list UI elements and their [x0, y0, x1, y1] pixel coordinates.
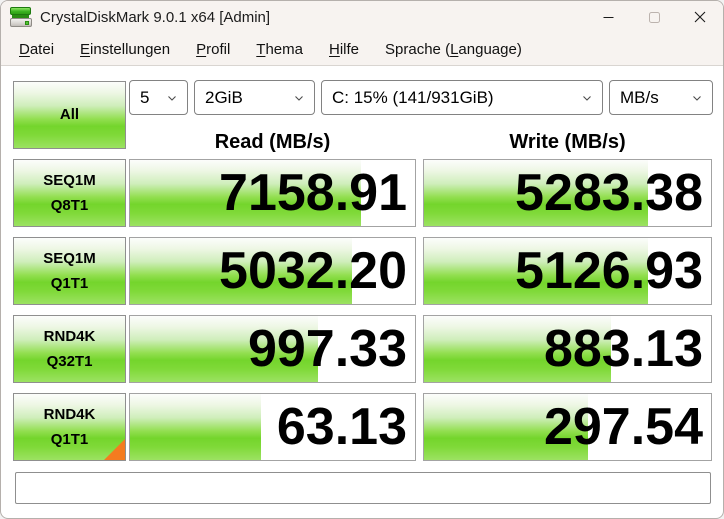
- unit-select[interactable]: MB/s: [609, 80, 713, 115]
- read-value: 5032.20: [219, 242, 407, 300]
- maximize-icon: [648, 11, 660, 23]
- maximize-button[interactable]: [631, 1, 677, 33]
- unit-value: MB/s: [620, 87, 659, 107]
- test-count-value: 5: [140, 87, 150, 107]
- rnd4k-q1t1-write-field: 297.54: [423, 393, 712, 461]
- minimize-icon: [603, 16, 613, 18]
- read-column-header: Read (MB/s): [214, 130, 331, 153]
- write-value: 883.13: [543, 320, 703, 378]
- close-icon: [694, 11, 706, 23]
- read-bar: [130, 316, 319, 382]
- write-column-header: Write (MB/s): [509, 130, 626, 153]
- read-value: 997.33: [247, 320, 407, 378]
- write-bar: [424, 394, 588, 460]
- read-bar: [130, 160, 361, 226]
- chevron-down-icon: [693, 95, 701, 101]
- seq1m-q8t1-read-field: 7158.91: [129, 159, 416, 227]
- rnd4k-q32t1-button[interactable]: RND4K Q32T1: [13, 315, 126, 383]
- rnd4k-q1t1-read-field: 63.13: [129, 393, 416, 461]
- write-value: 5126.93: [515, 242, 703, 300]
- comment-input[interactable]: [15, 472, 711, 504]
- write-value: 297.54: [543, 398, 703, 456]
- read-bar: [130, 394, 262, 460]
- drive-value: C: 15% (141/931GiB): [332, 87, 494, 107]
- caption-buttons: [585, 1, 723, 33]
- test-size-select[interactable]: 2GiB: [194, 80, 315, 115]
- rnd4k-q1t1-button[interactable]: RND4K Q1T1: [13, 393, 126, 461]
- all-button-label: All: [59, 106, 80, 124]
- minimize-button[interactable]: [585, 1, 631, 33]
- title-bar: CrystalDiskMark 9.0.1 x64 [Admin]: [1, 1, 723, 33]
- read-value: 7158.91: [219, 164, 407, 222]
- chevron-down-icon: [583, 95, 591, 101]
- window-title: CrystalDiskMark 9.0.1 x64 [Admin]: [40, 8, 271, 26]
- rnd4k-q32t1-read-field: 997.33: [129, 315, 416, 383]
- test-count-select[interactable]: 5: [129, 80, 188, 115]
- seq1m-q1t1-write-field: 5126.93: [423, 237, 712, 305]
- seq1m-q8t1-write-field: 5283.38: [423, 159, 712, 227]
- disk-icon: [10, 7, 31, 15]
- chevron-down-icon: [295, 95, 303, 101]
- chevron-down-icon: [168, 95, 176, 101]
- write-bar: [424, 160, 648, 226]
- close-button[interactable]: [677, 1, 723, 33]
- test-size-value: 2GiB: [205, 87, 243, 107]
- write-bar: [424, 238, 648, 304]
- all-test-button[interactable]: All: [13, 81, 126, 149]
- seq1m-q8t1-button[interactable]: SEQ1M Q8T1: [13, 159, 126, 227]
- active-test-marker: [104, 439, 125, 460]
- rnd4k-q32t1-write-field: 883.13: [423, 315, 712, 383]
- seq1m-q1t1-button[interactable]: SEQ1M Q1T1: [13, 237, 126, 305]
- read-value: 63.13: [276, 398, 407, 456]
- app-icon: [10, 7, 32, 27]
- seq1m-q1t1-read-field: 5032.20: [129, 237, 416, 305]
- write-value: 5283.38: [515, 164, 703, 222]
- write-bar: [424, 316, 611, 382]
- drive-select[interactable]: C: 15% (141/931GiB): [321, 80, 603, 115]
- read-bar: [130, 238, 353, 304]
